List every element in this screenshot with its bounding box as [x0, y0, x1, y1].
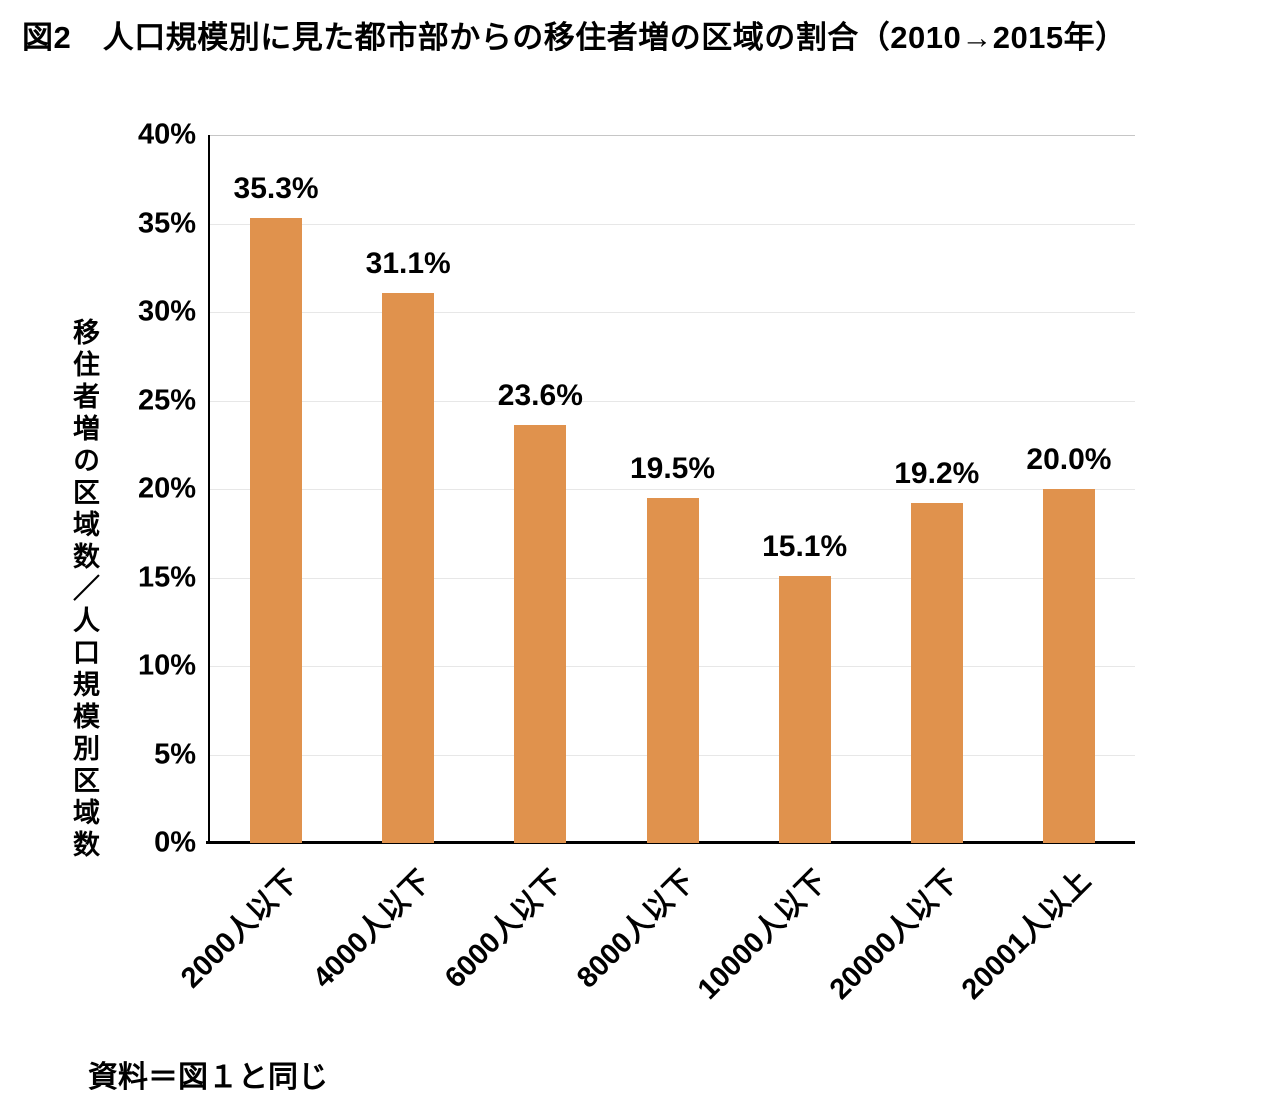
y-axis-label: 移住者増の区域数／人口規模別区域数 [69, 318, 99, 862]
y-tick-label: 5% [154, 738, 196, 770]
bar [646, 497, 699, 843]
bar-value-label: 15.1% [762, 529, 848, 563]
gridline [210, 223, 1135, 225]
x-tick-label: 2000人以下 [174, 864, 305, 995]
bar [514, 425, 567, 843]
y-tick-label: 10% [137, 649, 196, 682]
bar [910, 503, 963, 843]
y-tick-label: 0% [154, 826, 196, 859]
chart-title: 図2 人口規模別に見た都市部からの移住者増の区域の割合（2010→2015年） [22, 20, 1127, 55]
x-tick-label: 20000人以下 [823, 864, 966, 1006]
plot-area: 35.3% 31.1% 23.6% 19.5% 15.1% 19.2% 20.0% [206, 135, 1135, 844]
y-axis-tick-labels: 0% 5% 10% 15% 20% 25% 30% 35% 40% [0, 119, 196, 859]
x-tick-label: 6000人以下 [438, 864, 569, 995]
bar [778, 575, 831, 843]
y-tick-label: 15% [137, 561, 196, 593]
bar [1042, 489, 1095, 843]
bar [382, 292, 435, 843]
bar-value-label: 19.2% [894, 457, 980, 491]
x-tick-label: 20001人以上 [956, 864, 1098, 1006]
gridline [210, 312, 1135, 313]
gridline [210, 400, 1135, 402]
x-tick-label: 4000人以下 [306, 864, 437, 995]
x-tick-label: 8000人以下 [571, 864, 701, 995]
bar-value-label: 19.5% [629, 451, 716, 485]
x-tick-label: 10000人以下 [691, 864, 833, 1006]
bar-value-label: 35.3% [233, 172, 319, 206]
x-axis-tick-labels: 2000人以下 4000人以下 6000人以下 8000人以下 10000人以下 2000… [175, 843, 1135, 1063]
bar-value-label: 23.6% [497, 379, 583, 413]
y-axis-line [208, 135, 210, 843]
bar [250, 218, 303, 843]
gridline [210, 489, 1135, 490]
y-tick-label: 30% [137, 295, 196, 328]
source-note: 資料＝図１と同じ [88, 1061, 328, 1094]
bar-value-label: 31.1% [365, 246, 451, 280]
bar-value-label: 20.0% [1026, 443, 1112, 476]
gridline [210, 135, 1135, 136]
y-tick-label: 25% [137, 384, 196, 416]
y-tick-label: 35% [137, 207, 196, 239]
y-tick-label: 20% [137, 472, 196, 505]
y-tick-label: 40% [137, 118, 196, 151]
